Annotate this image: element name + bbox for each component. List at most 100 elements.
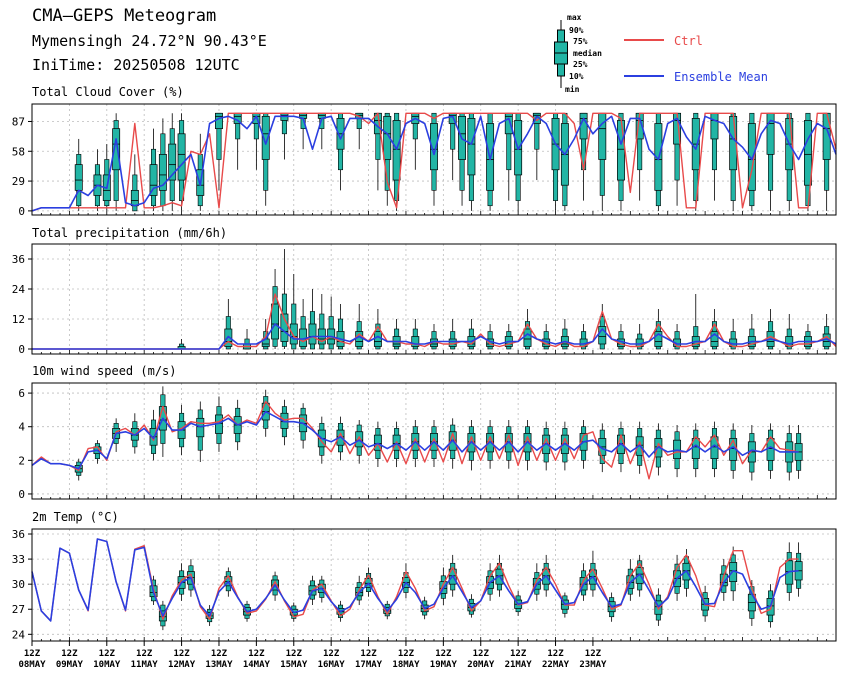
box-inner	[373, 331, 382, 347]
panel-title: Total Cloud Cover (%)	[32, 85, 184, 99]
box-inner	[710, 331, 719, 347]
ensemble-box	[486, 112, 495, 211]
box-inner	[598, 112, 607, 160]
x-tick-label-date: 18MAY	[392, 660, 420, 670]
x-tick-label-date: 10MAY	[93, 660, 121, 670]
ensemble-box	[149, 128, 158, 211]
y-tick-label: 24	[12, 628, 26, 641]
ensemble-box	[392, 319, 401, 350]
box-inner	[271, 303, 280, 340]
y-tick-label: 0	[18, 343, 25, 356]
x-tick-label-hour: 12Z	[585, 649, 602, 659]
box-inner	[149, 164, 158, 196]
x-tick-label-date: 23MAY	[579, 660, 607, 670]
ensemble-box	[523, 309, 532, 350]
x-tick-label-date: 17MAY	[355, 660, 383, 670]
ensemble-box	[691, 423, 700, 478]
y-tick-label: 2	[18, 454, 25, 467]
ensemble-box	[785, 425, 794, 481]
ensemble-box	[729, 112, 738, 211]
ensemble-box	[430, 112, 438, 206]
chart-title: CMA–GEPS Meteogram	[32, 6, 217, 26]
x-tick-label-date: 16MAY	[318, 660, 346, 670]
y-tick-label: 58	[12, 145, 25, 158]
ensemble-box	[710, 421, 719, 478]
ensemble-box	[766, 423, 775, 479]
box-inner	[112, 128, 121, 171]
x-tick-label-date: 19MAY	[430, 660, 458, 670]
x-tick-label-date: 11MAY	[131, 660, 159, 670]
box-inner	[804, 120, 812, 186]
panel-3: 10m wind speed (m/s) 0 2 4 6	[18, 364, 837, 501]
x-tick-label-hour: 12Z	[286, 649, 303, 659]
box-inner	[710, 112, 719, 140]
ensemble-box	[402, 563, 410, 599]
x-tick-label-date: 15MAY	[280, 660, 308, 670]
box-inner	[355, 431, 364, 448]
ensemble-box	[112, 113, 121, 211]
ctrl-series-line	[31, 112, 837, 212]
ensemble-box	[747, 112, 756, 211]
ensemble-box	[710, 112, 719, 201]
panel-title: 2m Temp (°C)	[32, 510, 119, 524]
box-inner	[308, 323, 317, 345]
x-tick-label-hour: 12Z	[510, 649, 527, 659]
ctrl-series-line	[31, 400, 799, 480]
box-inner	[598, 326, 607, 345]
ensemble-box	[514, 112, 523, 211]
ensemble-box	[598, 112, 607, 211]
y-tick-label: 24	[12, 283, 26, 296]
ensemble-box	[177, 339, 186, 350]
ensemble-box	[308, 289, 317, 350]
x-tick-label-hour: 12Z	[99, 649, 116, 659]
box-inner	[430, 123, 438, 171]
ensemble-box	[439, 567, 448, 606]
y-tick-label: 12	[12, 313, 25, 326]
ensemble-box	[560, 112, 569, 211]
y-tick-label: 87	[12, 115, 25, 128]
box-inner	[747, 123, 756, 191]
x-tick-label-hour: 12Z	[61, 649, 78, 659]
init-time-label: IniTime: 20250508 12UTC	[32, 56, 240, 74]
x-tick-label-date: 13MAY	[205, 660, 233, 670]
ensemble-box	[467, 112, 476, 211]
ensemble-box	[766, 309, 775, 350]
box-legend-label-p75: 75%	[573, 37, 588, 46]
x-tick-label-hour: 12Z	[473, 649, 490, 659]
ensemble-box	[458, 112, 466, 206]
ensemble-box	[617, 421, 625, 473]
ensemble-box	[392, 112, 401, 211]
box-legend-label-max: max	[567, 13, 582, 22]
box-inner	[523, 328, 532, 347]
y-tick-label: 33	[12, 553, 25, 566]
ensemble-box	[280, 112, 289, 160]
ensemble-mean-series-line	[31, 115, 837, 212]
box-legend-label-median: median	[573, 48, 602, 58]
y-tick-label: 29	[12, 175, 25, 188]
legend-mean-label: Ensemble Mean	[674, 70, 768, 84]
panel-2: Total precipitation (mm/6h) 0 12 24 36	[12, 226, 837, 356]
box-inner	[411, 336, 420, 347]
ensemble-box	[729, 423, 738, 479]
ensemble-box	[336, 112, 345, 191]
x-tick-label-hour: 12Z	[24, 649, 41, 659]
box-legend-label-p90: 90%	[569, 26, 584, 35]
ensemble-box	[766, 112, 775, 211]
ensemble-box	[560, 319, 569, 350]
y-tick-label: 4	[18, 421, 25, 434]
ensemble-mean-series-line	[31, 538, 799, 622]
x-axis: 12Z08MAY12Z09MAY12Z10MAY12Z11MAY12Z12MAY…	[18, 641, 607, 670]
x-tick-label-hour: 12Z	[547, 649, 564, 659]
ensemble-box	[794, 542, 803, 597]
ensemble-mean-series-line	[31, 410, 799, 470]
ensemble-box	[168, 113, 177, 211]
box-inner	[617, 120, 625, 181]
panel-title: Total precipitation (mm/6h)	[32, 226, 227, 240]
y-tick-label: 0	[18, 488, 25, 501]
ensemble-box	[355, 304, 364, 350]
x-tick-label-hour: 12Z	[136, 649, 153, 659]
box-inner	[392, 120, 401, 181]
ensemble-box	[430, 324, 438, 350]
box-inner	[158, 154, 167, 191]
ensemble-box	[654, 112, 663, 211]
